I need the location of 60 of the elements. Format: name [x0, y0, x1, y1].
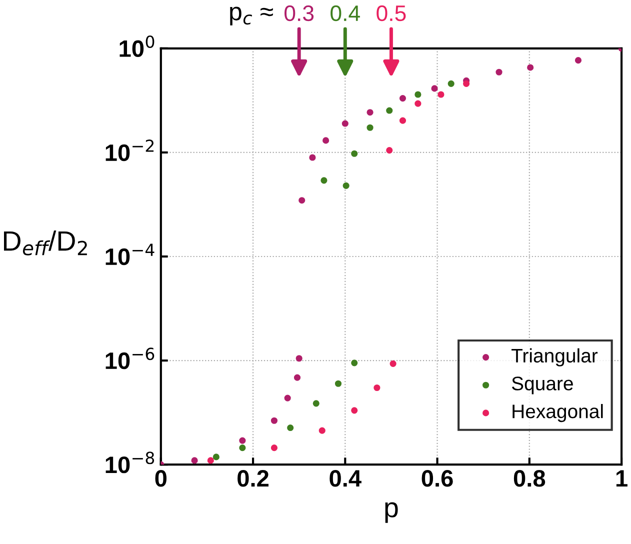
text: 0.3 — [284, 5, 314, 22]
point — [207, 457, 214, 464]
point — [298, 197, 306, 204]
point — [287, 424, 294, 432]
point — [191, 457, 198, 464]
point — [342, 182, 350, 189]
point — [318, 427, 326, 434]
point — [448, 80, 454, 87]
point — [351, 360, 358, 366]
x-tick-label: 0.2 — [238, 470, 268, 487]
legend-label: Triangular — [512, 348, 598, 366]
y-tick-label: 10$^{−6}$ — [106, 348, 154, 370]
point — [320, 177, 328, 184]
point — [438, 91, 444, 98]
point — [334, 380, 342, 387]
y-tick-label: 10$^{−2}$ — [106, 140, 154, 162]
point — [270, 444, 278, 452]
point — [296, 355, 302, 362]
point — [239, 444, 246, 452]
point — [366, 109, 374, 116]
point — [312, 400, 320, 407]
point — [284, 394, 291, 402]
y-tick-label: 10$^{0}$ — [120, 35, 154, 58]
text: 0.5 — [376, 5, 406, 22]
point — [399, 117, 406, 124]
point — [294, 374, 301, 381]
y-axis-title: D$_{eff}$/D$_{2}$ — [4, 230, 87, 256]
point — [496, 68, 502, 76]
x-tick-label: 0.8 — [514, 470, 546, 487]
point — [351, 150, 358, 157]
point — [463, 80, 470, 87]
point — [414, 91, 422, 98]
x-axis-title: p — [385, 502, 398, 523]
point — [239, 437, 246, 444]
legend-label: Hexagonal — [512, 404, 603, 422]
point — [270, 417, 278, 424]
point — [309, 154, 316, 161]
x-tick-label: 0.4 — [330, 470, 362, 487]
point — [386, 147, 393, 154]
legend-label: Square — [512, 376, 573, 394]
point — [351, 407, 358, 414]
point — [431, 85, 438, 92]
point — [342, 120, 348, 127]
y-tick-label: 10$^{−4}$ — [106, 244, 154, 266]
x-tick-label: 1 — [616, 470, 628, 487]
point — [414, 100, 422, 107]
text: 0.4 — [330, 5, 360, 22]
x-tick-label: 0 — [155, 470, 167, 487]
point — [212, 454, 220, 460]
x-tick-label: 0.6 — [422, 470, 453, 487]
point — [390, 360, 396, 367]
point — [374, 384, 380, 392]
point — [399, 94, 406, 102]
text: p$_{c}$ ≈ — [230, 6, 273, 26]
point — [527, 64, 534, 71]
point — [366, 124, 374, 131]
point — [322, 137, 330, 144]
point — [386, 107, 393, 114]
y-tick-label: 10$^{−8}$ — [106, 452, 154, 474]
point — [574, 57, 582, 64]
